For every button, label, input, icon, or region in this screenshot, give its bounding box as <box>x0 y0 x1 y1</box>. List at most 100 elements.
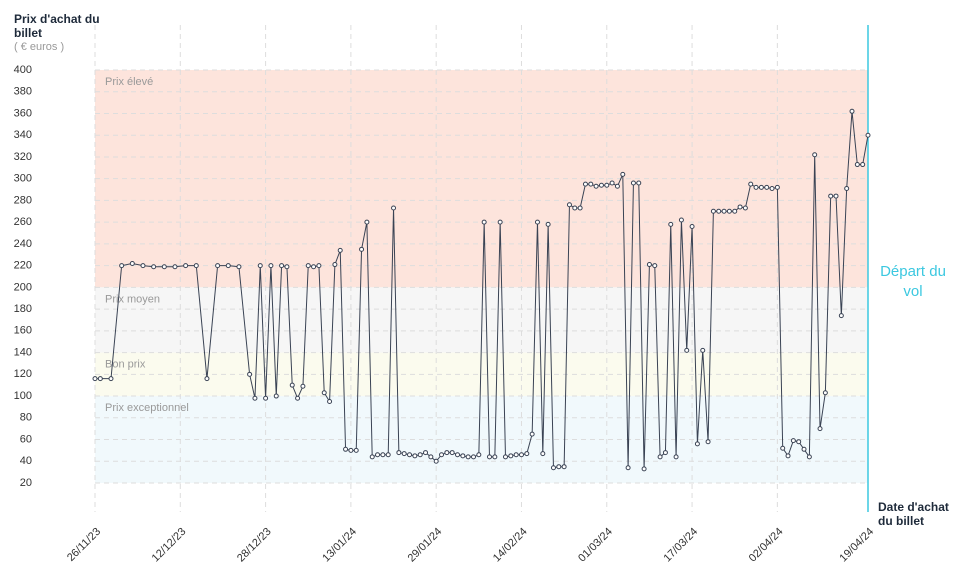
x-tick-label: 02/04/24 <box>747 526 786 565</box>
data-point <box>753 184 759 190</box>
data-point <box>748 181 754 187</box>
y-tick-label: 380 <box>14 86 32 98</box>
y-tick-label: 80 <box>20 412 32 424</box>
data-point <box>609 180 615 186</box>
data-point <box>838 313 844 319</box>
y-tick-label: 340 <box>14 129 32 141</box>
y-tick-label: 240 <box>14 238 32 250</box>
band-label: Prix élevé <box>105 76 153 88</box>
data-point <box>716 208 722 214</box>
data-point <box>630 180 636 186</box>
y-axis-unit: ( € euros ) <box>14 41 65 53</box>
data-point <box>588 181 594 187</box>
x-tick-label: 29/01/24 <box>406 526 445 565</box>
data-point <box>492 454 498 460</box>
data-point <box>140 263 146 269</box>
data-point <box>193 263 199 269</box>
data-point <box>700 347 706 353</box>
data-point <box>97 376 103 382</box>
data-point <box>455 452 461 458</box>
data-point <box>545 221 551 227</box>
data-point <box>407 452 413 458</box>
data-point <box>204 376 210 382</box>
data-point <box>247 371 253 377</box>
data-point <box>412 453 418 459</box>
annotation: Départ du vol <box>880 263 946 300</box>
y-tick-label: 360 <box>14 107 32 119</box>
data-point <box>673 454 679 460</box>
data-point <box>534 219 540 225</box>
data-point <box>684 347 690 353</box>
data-point <box>641 466 647 472</box>
data-point <box>321 390 327 396</box>
data-point <box>737 204 743 210</box>
data-point <box>476 452 482 458</box>
x-tick-label: 17/03/24 <box>661 526 700 565</box>
data-point <box>550 465 556 471</box>
data-point <box>449 450 455 456</box>
data-point <box>161 264 167 270</box>
data-point <box>236 264 242 270</box>
data-point <box>796 439 802 445</box>
x-axis-title: Date d'achat du billet <box>878 500 949 528</box>
data-point <box>401 451 407 457</box>
y-tick-label: 100 <box>14 390 32 402</box>
data-point <box>183 263 189 269</box>
data-point <box>764 184 770 190</box>
data-point <box>486 454 492 460</box>
data-point <box>337 247 343 253</box>
data-point <box>423 450 429 456</box>
data-point <box>721 208 727 214</box>
data-point <box>742 205 748 211</box>
data-point <box>625 465 631 471</box>
data-point <box>444 450 450 456</box>
y-tick-label: 280 <box>14 194 32 206</box>
data-point <box>332 262 338 268</box>
data-point <box>646 262 652 268</box>
x-tick-label: 01/03/24 <box>576 526 615 565</box>
data-point <box>327 398 333 404</box>
data-point <box>540 451 546 457</box>
data-point <box>129 260 135 266</box>
data-point <box>801 446 807 452</box>
data-point <box>396 450 402 456</box>
data-point <box>417 452 423 458</box>
y-tick-label: 220 <box>14 260 32 272</box>
data-point <box>668 221 674 227</box>
data-point <box>524 451 530 457</box>
data-point <box>758 184 764 190</box>
y-tick-label: 400 <box>14 64 32 76</box>
data-point <box>844 185 850 191</box>
data-point <box>817 426 823 432</box>
x-tick-label: 19/04/24 <box>837 526 876 565</box>
data-point <box>694 441 700 447</box>
data-point <box>311 264 317 270</box>
data-point <box>481 219 487 225</box>
data-point <box>636 180 642 186</box>
data-point <box>502 454 508 460</box>
data-point <box>620 171 626 177</box>
data-point <box>732 208 738 214</box>
data-point <box>380 452 386 458</box>
data-point <box>582 181 588 187</box>
data-point <box>151 264 157 270</box>
data-point <box>252 395 258 401</box>
data-point <box>518 452 524 458</box>
data-point <box>726 208 732 214</box>
data-point <box>428 454 434 460</box>
data-point <box>215 263 221 269</box>
data-point <box>566 202 572 208</box>
y-tick-label: 140 <box>14 346 32 358</box>
band-label: Bon prix <box>105 358 146 370</box>
y-tick-label: 200 <box>14 281 32 293</box>
data-point <box>273 393 279 399</box>
data-point <box>465 454 471 460</box>
data-point <box>460 453 466 459</box>
data-point <box>812 152 818 158</box>
data-point <box>662 450 668 456</box>
data-point <box>92 376 98 382</box>
data-point <box>556 464 562 470</box>
data-point <box>369 454 375 460</box>
y-tick-label: 300 <box>14 173 32 185</box>
